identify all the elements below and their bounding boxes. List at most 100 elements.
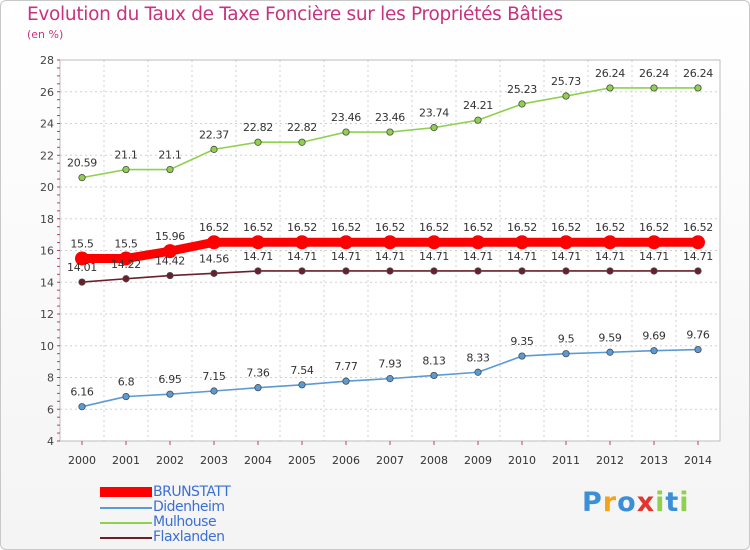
data-point-mulhouse xyxy=(650,84,658,92)
data-point-didenheim xyxy=(650,347,658,355)
data-point-flaxlanden xyxy=(430,267,438,275)
data-point-brunstatt xyxy=(691,235,705,250)
data-point-didenheim xyxy=(694,345,702,354)
data-label-brunstatt: 15.5 xyxy=(114,237,138,250)
data-label-mulhouse: 22.82 xyxy=(243,121,273,134)
data-label-mulhouse: 24.21 xyxy=(463,99,493,112)
data-label-mulhouse: 23.74 xyxy=(419,107,449,120)
data-point-mulhouse xyxy=(474,116,482,124)
data-label-flaxlanden: 14.71 xyxy=(287,250,317,263)
x-tick-label: 2003 xyxy=(200,454,228,467)
legend-label-didenheim: Didenheim xyxy=(153,499,225,515)
data-point-mulhouse xyxy=(562,92,570,100)
data-label-mulhouse: 21.1 xyxy=(158,149,181,162)
data-label-brunstatt: 16.52 xyxy=(375,221,405,234)
data-point-flaxlanden xyxy=(78,278,86,286)
y-axis-unit-label: (en %) xyxy=(27,28,64,41)
logo-letter: x xyxy=(636,487,656,518)
data-point-flaxlanden xyxy=(254,267,262,275)
y-tick-label: 26 xyxy=(40,86,54,99)
y-tick-label: 20 xyxy=(40,181,54,194)
data-label-brunstatt: 15.96 xyxy=(155,230,185,243)
data-point-flaxlanden xyxy=(606,267,614,275)
data-point-flaxlanden xyxy=(166,271,174,280)
data-label-brunstatt: 16.52 xyxy=(243,221,273,234)
y-tick-label: 14 xyxy=(40,276,54,289)
data-label-brunstatt: 16.52 xyxy=(199,221,229,234)
data-point-mulhouse xyxy=(518,100,526,108)
data-label-flaxlanden: 14.56 xyxy=(199,252,229,265)
data-point-mulhouse xyxy=(78,174,86,182)
x-tick-label: 2013 xyxy=(640,454,668,467)
data-point-flaxlanden xyxy=(386,267,394,275)
data-point-didenheim xyxy=(122,392,130,401)
y-tick-label: 4 xyxy=(47,435,54,448)
y-tick-label: 22 xyxy=(40,149,54,162)
x-tick-label: 2012 xyxy=(596,454,624,467)
data-label-brunstatt: 16.52 xyxy=(551,221,581,234)
data-point-didenheim xyxy=(562,350,570,358)
y-tick-label: 24 xyxy=(40,118,54,131)
data-label-brunstatt: 16.52 xyxy=(287,221,317,234)
x-tick-label: 2004 xyxy=(244,454,272,467)
x-tick-label: 2005 xyxy=(288,454,316,467)
y-tick-label: 8 xyxy=(47,372,54,385)
x-tick-label: 2008 xyxy=(420,454,448,467)
data-label-brunstatt: 16.52 xyxy=(331,221,361,234)
x-tick-label: 2000 xyxy=(68,454,96,467)
data-point-mulhouse xyxy=(430,124,438,132)
data-label-mulhouse: 26.24 xyxy=(595,67,625,80)
data-point-didenheim xyxy=(430,371,438,380)
data-label-mulhouse: 21.1 xyxy=(114,149,137,162)
data-label-brunstatt: 16.52 xyxy=(595,221,625,234)
data-point-didenheim xyxy=(210,387,218,395)
data-label-flaxlanden: 14.71 xyxy=(595,250,625,263)
legend-swatch-mulhouse xyxy=(100,522,152,524)
data-point-brunstatt xyxy=(119,251,133,266)
data-point-brunstatt xyxy=(295,235,309,250)
data-point-brunstatt xyxy=(471,235,485,250)
data-label-mulhouse: 20.59 xyxy=(67,157,97,170)
data-label-brunstatt: 16.52 xyxy=(463,221,493,234)
data-point-flaxlanden xyxy=(518,267,526,275)
data-label-didenheim: 9.59 xyxy=(598,331,622,344)
data-label-brunstatt: 16.52 xyxy=(507,221,537,234)
legend-label-mulhouse: Mulhouse xyxy=(153,514,217,530)
data-label-mulhouse: 25.73 xyxy=(551,75,581,88)
data-label-didenheim: 8.33 xyxy=(466,351,490,364)
data-label-didenheim: 7.93 xyxy=(378,358,402,371)
data-label-mulhouse: 23.46 xyxy=(375,111,405,124)
data-label-brunstatt: 16.52 xyxy=(639,221,669,234)
data-point-mulhouse xyxy=(254,138,262,146)
data-label-didenheim: 7.77 xyxy=(334,360,358,373)
y-tick-label: 10 xyxy=(40,340,54,353)
y-tick-label: 12 xyxy=(40,308,54,321)
x-tick-label: 2007 xyxy=(376,454,404,467)
data-label-mulhouse: 22.37 xyxy=(199,128,229,141)
data-label-flaxlanden: 14.22 xyxy=(111,258,141,271)
data-point-didenheim xyxy=(254,384,262,392)
data-label-mulhouse: 26.24 xyxy=(683,67,713,80)
logo-letter: i xyxy=(655,487,666,518)
data-label-didenheim: 7.15 xyxy=(202,370,226,383)
y-tick-label: 16 xyxy=(40,245,54,258)
data-point-flaxlanden xyxy=(694,267,702,275)
data-point-didenheim xyxy=(386,375,394,383)
logo-letter: o xyxy=(617,487,637,518)
data-label-didenheim: 6.95 xyxy=(158,373,182,386)
x-tick-label: 2002 xyxy=(156,454,184,467)
logo-letter: r xyxy=(602,487,618,518)
data-point-didenheim xyxy=(298,381,306,389)
data-point-flaxlanden xyxy=(474,267,482,275)
data-point-flaxlanden xyxy=(298,267,306,275)
y-tick-label: 6 xyxy=(47,403,54,416)
data-point-brunstatt xyxy=(559,235,573,250)
data-label-flaxlanden: 14.42 xyxy=(155,255,185,268)
data-point-mulhouse xyxy=(386,128,394,136)
data-point-mulhouse xyxy=(694,84,702,92)
data-point-brunstatt xyxy=(339,235,353,250)
legend-swatch-flaxlanden xyxy=(100,537,152,539)
data-label-mulhouse: 23.46 xyxy=(331,111,361,124)
data-label-didenheim: 9.69 xyxy=(642,330,666,343)
